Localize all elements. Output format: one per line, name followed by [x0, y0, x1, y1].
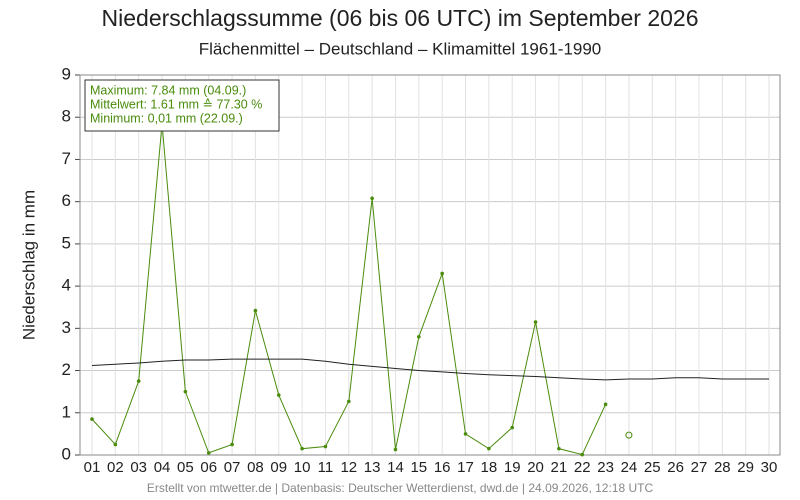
y-tick-label: 0 — [62, 444, 71, 463]
data-point — [230, 442, 234, 447]
data-point — [370, 196, 374, 201]
plot-area — [80, 75, 780, 455]
data-point — [323, 444, 328, 449]
y-tick-label: 9 — [62, 64, 71, 83]
chart-title: Niederschlagssumme (06 bis 06 UTC) im Se… — [102, 5, 699, 31]
x-tick-label: 14 — [387, 459, 404, 476]
data-point — [300, 446, 304, 451]
data-point — [580, 452, 585, 457]
x-tick-label: 25 — [644, 459, 661, 476]
data-point — [183, 389, 188, 394]
x-tick-label: 11 — [318, 459, 334, 476]
x-tick-label: 04 — [154, 459, 171, 476]
y-axis-label: Niederschlag in mm — [19, 190, 38, 340]
x-tick-label: 21 — [551, 459, 568, 476]
x-tick-label: 08 — [247, 459, 264, 476]
x-tick-label: 20 — [527, 459, 544, 476]
chart-subtitle: Flächenmittel – Deutschland – Klimamitte… — [199, 39, 602, 58]
y-tick-label: 7 — [62, 149, 71, 168]
y-tick-label: 5 — [62, 233, 71, 252]
data-point — [463, 432, 468, 436]
annotation: Minimum: 0,01 mm (22.09.) — [90, 111, 243, 125]
x-tick-label: 27 — [691, 459, 708, 476]
x-tick-label: 19 — [504, 459, 521, 476]
data-point — [417, 334, 421, 339]
x-tick-label: 02 — [107, 459, 124, 476]
y-tick-label: 6 — [62, 191, 71, 210]
x-tick-label: 16 — [434, 459, 451, 476]
data-point — [206, 451, 211, 455]
annotation-box — [84, 79, 280, 132]
y-tick-label: 1 — [62, 402, 71, 421]
x-tick-label: 23 — [597, 459, 614, 476]
x-tick-label: 13 — [364, 459, 381, 476]
annotation: Maximum: 7.84 mm (04.09.) — [90, 83, 246, 97]
y-tick-label: 4 — [62, 276, 71, 295]
data-point — [440, 271, 444, 276]
data-point — [487, 446, 491, 451]
data-point — [346, 399, 351, 404]
x-tick-label: 24 — [621, 459, 638, 476]
x-tick-label: 09 — [270, 459, 287, 476]
x-tick-label: 17 — [457, 459, 474, 476]
plot-frame — [79, 74, 781, 456]
x-tick-label: 30 — [761, 459, 778, 476]
data-point — [557, 446, 561, 451]
data-point — [90, 417, 94, 421]
y-tick-label: 2 — [62, 360, 71, 379]
x-tick-label: 22 — [574, 459, 591, 476]
x-tick-label: 15 — [410, 459, 427, 476]
data-point — [276, 393, 281, 397]
data-point — [625, 431, 633, 439]
data-point — [253, 308, 258, 313]
x-tick-label: 05 — [177, 459, 194, 476]
series-line — [91, 358, 769, 381]
footer: Erstellt von mtwetter.de | Datenbasis: D… — [147, 481, 654, 495]
annotation: Mittelwert: 1.61 mm ≙ 77.30 % — [90, 97, 262, 111]
x-tick-label: 12 — [340, 459, 357, 476]
x-tick-label: 18 — [481, 459, 498, 476]
x-tick-label: 28 — [714, 459, 731, 476]
data-point — [603, 402, 608, 407]
data-point — [533, 320, 538, 324]
x-tick-label: 07 — [224, 459, 241, 476]
x-tick-label: 01 — [84, 459, 101, 476]
x-tick-label: 10 — [294, 459, 311, 476]
x-tick-label: 26 — [667, 459, 684, 476]
data-point — [136, 379, 141, 383]
x-tick-label: 06 — [200, 459, 217, 476]
x-tick-label: 29 — [737, 459, 754, 476]
data-point — [510, 425, 515, 430]
data-point — [113, 442, 118, 447]
y-tick-label: 3 — [62, 318, 71, 337]
y-tick-label: 8 — [62, 107, 71, 126]
x-tick-label: 03 — [130, 459, 147, 476]
data-point — [393, 447, 398, 452]
